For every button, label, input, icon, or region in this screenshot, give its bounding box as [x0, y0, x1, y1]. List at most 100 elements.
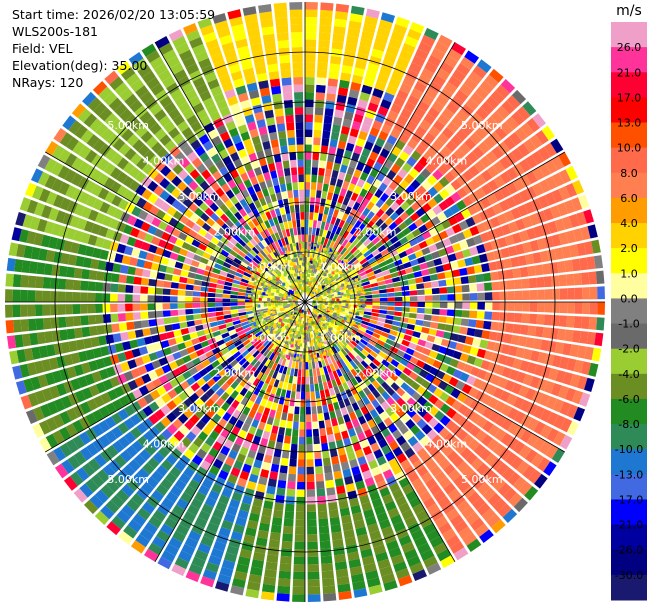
velocity-gate: [314, 360, 320, 369]
near-field-gate: [265, 318, 269, 322]
velocity-gate: [340, 72, 352, 82]
velocity-gate: [428, 244, 438, 253]
velocity-gate: [182, 370, 192, 380]
velocity-gate: [230, 287, 239, 292]
velocity-gate: [258, 476, 268, 486]
velocity-gate: [231, 336, 241, 344]
velocity-gate: [147, 225, 158, 235]
near-field-gate: [286, 327, 290, 331]
velocity-gate: [170, 62, 184, 75]
velocity-gate: [297, 466, 305, 475]
near-field-gate: [264, 335, 268, 339]
velocity-gate: [191, 157, 203, 168]
velocity-gate: [292, 594, 305, 602]
velocity-gate: [501, 100, 515, 115]
velocity-gate: [163, 441, 175, 453]
velocity-gate: [305, 384, 310, 392]
velocity-gate: [198, 354, 208, 362]
velocity-gate: [146, 476, 159, 489]
velocity-gate: [262, 328, 271, 336]
velocity-gate: [100, 484, 115, 499]
velocity-gate: [295, 114, 304, 123]
velocity-gate: [347, 254, 355, 262]
velocity-gate: [409, 496, 422, 509]
velocity-gate: [296, 481, 305, 490]
velocity-gate: [481, 434, 494, 447]
velocity-gate: [405, 419, 416, 430]
velocity-gate: [280, 238, 286, 246]
velocity-gate: [546, 411, 559, 426]
velocity-gate: [52, 430, 65, 445]
velocity-gate: [209, 202, 219, 212]
velocity-gate: [372, 305, 380, 310]
velocity-gate: [401, 312, 410, 318]
velocity-gate: [533, 364, 545, 377]
velocity-gate: [446, 366, 456, 376]
velocity-gate: [337, 210, 344, 220]
velocity-gate: [216, 27, 231, 39]
velocity-gate: [263, 500, 274, 510]
velocity-gate: [531, 453, 545, 468]
velocity-gate: [458, 142, 471, 155]
velocity-gate: [170, 289, 179, 296]
velocity-gate: [332, 233, 339, 242]
velocity-gate: [315, 92, 325, 101]
velocity-gate: [505, 356, 516, 368]
velocity-gate: [117, 303, 126, 312]
velocity-gate: [305, 62, 316, 70]
velocity-gate: [266, 155, 275, 165]
velocity-gate: [275, 441, 283, 451]
velocity-gate: [369, 168, 379, 178]
velocity-gate: [236, 268, 245, 275]
velocity-gate: [88, 270, 98, 281]
velocity-gate: [581, 316, 590, 330]
velocity-gate: [384, 217, 394, 226]
velocity-gate: [24, 182, 37, 198]
velocity-gate: [325, 199, 332, 208]
velocity-gate: [278, 230, 284, 239]
velocity-gate: [386, 287, 395, 293]
velocity-gate: [317, 235, 322, 244]
velocity-gate: [209, 342, 219, 350]
velocity-gate: [372, 302, 380, 306]
velocity-gate: [148, 413, 160, 425]
velocity-gate: [510, 256, 520, 268]
velocity-gate: [445, 395, 456, 407]
velocity-gate: [425, 373, 435, 383]
velocity-gate: [219, 203, 229, 213]
velocity-gate: [198, 335, 207, 343]
velocity-gate: [189, 36, 204, 49]
velocity-gate: [200, 340, 210, 348]
velocity-gate: [394, 157, 406, 168]
velocity-gate: [178, 231, 188, 241]
velocity-gate: [151, 217, 162, 228]
velocity-gate: [398, 372, 409, 382]
velocity-gate: [550, 138, 564, 154]
velocity-gate: [121, 484, 135, 498]
near-field-gate: [343, 275, 347, 279]
velocity-gate: [155, 279, 165, 288]
velocity-gate: [221, 559, 236, 571]
velocity-gate: [312, 421, 319, 430]
velocity-gate: [67, 455, 81, 470]
velocity-gate: [480, 359, 491, 371]
velocity-gate: [126, 321, 135, 331]
velocity-gate: [313, 330, 317, 339]
velocity-gate: [189, 414, 200, 425]
velocity-gate: [468, 71, 483, 85]
velocity-gate: [230, 290, 239, 295]
velocity-gate: [426, 529, 440, 542]
near-field-gate: [337, 292, 341, 296]
velocity-gate: [271, 425, 279, 435]
velocity-gate: [457, 416, 469, 428]
velocity-gate: [5, 304, 13, 318]
velocity-gate: [282, 280, 289, 287]
velocity-gate: [202, 31, 217, 43]
velocity-gate: [240, 60, 253, 71]
velocity-gate: [87, 292, 96, 302]
velocity-gate: [80, 232, 91, 244]
velocity-gate: [301, 376, 305, 385]
velocity-gate: [289, 152, 297, 161]
velocity-gate: [251, 50, 264, 60]
velocity-gate: [151, 141, 164, 154]
